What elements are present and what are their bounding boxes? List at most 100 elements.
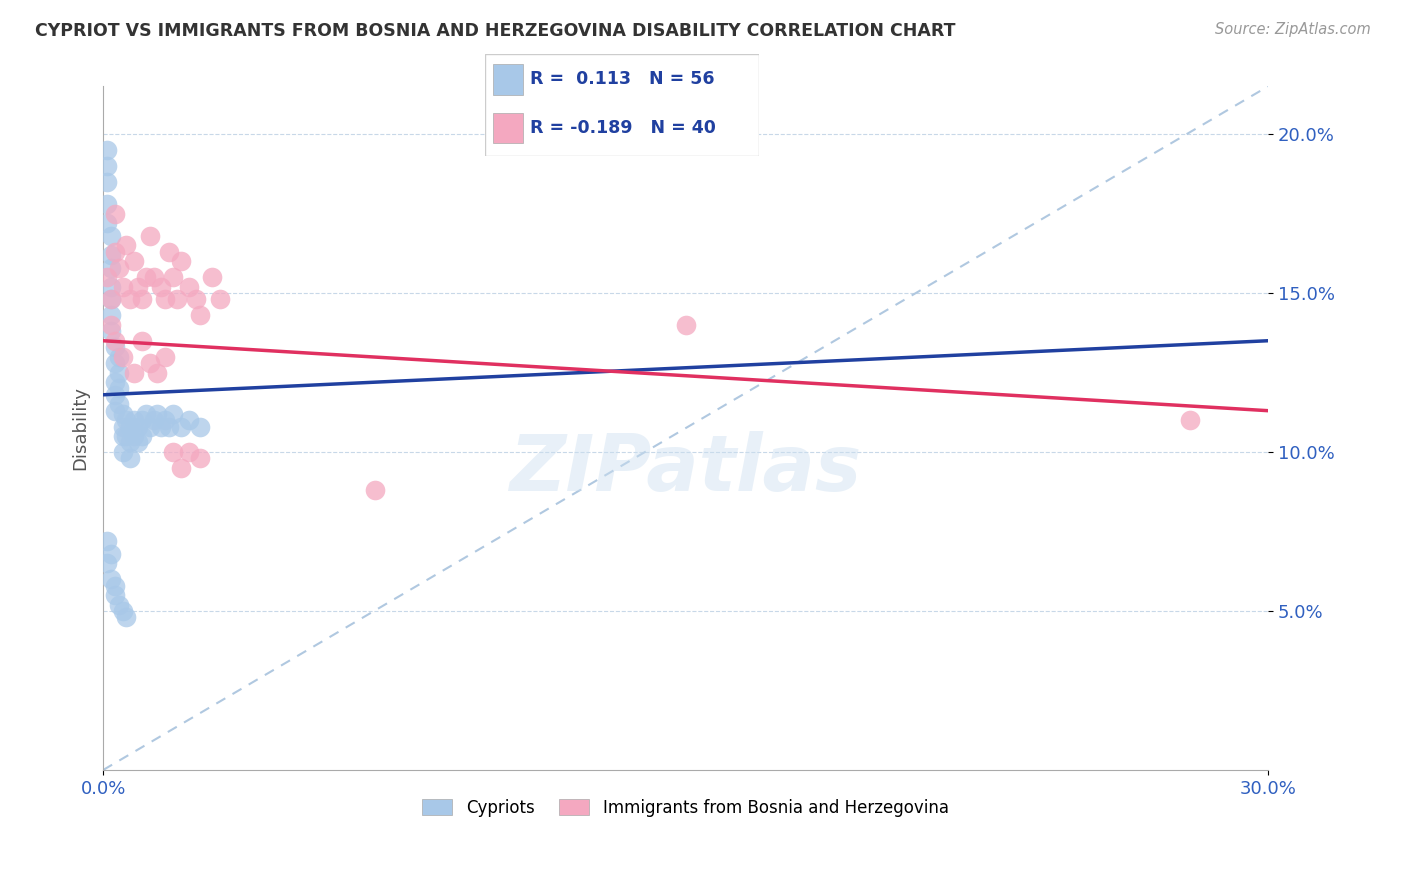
Point — [115, 429, 138, 443]
Point — [170, 461, 193, 475]
Point — [100, 324, 122, 338]
Point — [155, 413, 177, 427]
Text: R = -0.189   N = 40: R = -0.189 N = 40 — [530, 119, 716, 136]
Point — [115, 610, 138, 624]
Point — [96, 159, 118, 173]
Point — [100, 279, 122, 293]
Point — [135, 407, 157, 421]
Point — [177, 279, 200, 293]
Point — [188, 308, 211, 322]
Point — [100, 572, 122, 586]
Point — [111, 419, 134, 434]
Bar — [494, 112, 523, 144]
Point — [201, 270, 224, 285]
Point — [142, 413, 165, 427]
Point — [111, 429, 134, 443]
Point — [122, 429, 145, 443]
Point — [104, 403, 127, 417]
Point — [122, 413, 145, 427]
Point — [107, 381, 129, 395]
Point — [96, 197, 118, 211]
Point — [162, 270, 184, 285]
Point — [104, 334, 127, 348]
Point — [127, 279, 149, 293]
Point — [96, 175, 118, 189]
Point — [120, 419, 142, 434]
Point — [170, 254, 193, 268]
Point — [104, 588, 127, 602]
Text: ZIPatlas: ZIPatlas — [509, 431, 862, 508]
Legend: Cypriots, Immigrants from Bosnia and Herzegovina: Cypriots, Immigrants from Bosnia and Her… — [416, 792, 956, 823]
Point — [127, 419, 149, 434]
Point — [188, 451, 211, 466]
Point — [177, 413, 200, 427]
FancyBboxPatch shape — [485, 54, 759, 156]
Point — [104, 356, 127, 370]
Point — [364, 483, 387, 498]
Point — [188, 419, 211, 434]
Point — [100, 308, 122, 322]
Point — [131, 429, 153, 443]
Point — [107, 366, 129, 380]
Point — [111, 604, 134, 618]
Point — [162, 407, 184, 421]
Point — [100, 248, 122, 262]
Point — [146, 407, 169, 421]
Point — [135, 270, 157, 285]
Point — [155, 293, 177, 307]
Point — [157, 244, 180, 259]
Point — [96, 534, 118, 549]
Point — [146, 366, 169, 380]
Point — [142, 270, 165, 285]
Point — [120, 435, 142, 450]
Point — [100, 318, 122, 332]
Point — [138, 228, 160, 243]
Point — [100, 260, 122, 275]
Point — [96, 216, 118, 230]
Point — [177, 445, 200, 459]
Point — [166, 293, 188, 307]
Point — [100, 293, 122, 307]
Point — [100, 228, 122, 243]
Point — [127, 435, 149, 450]
Point — [131, 293, 153, 307]
Point — [100, 547, 122, 561]
Point — [170, 419, 193, 434]
Point — [150, 419, 173, 434]
Point — [111, 350, 134, 364]
Point — [138, 419, 160, 434]
Text: R =  0.113   N = 56: R = 0.113 N = 56 — [530, 70, 714, 88]
Point — [100, 293, 122, 307]
Point — [104, 578, 127, 592]
Point — [107, 598, 129, 612]
Point — [107, 260, 129, 275]
Text: Source: ZipAtlas.com: Source: ZipAtlas.com — [1215, 22, 1371, 37]
Point — [1180, 413, 1202, 427]
Point — [96, 143, 118, 157]
Point — [138, 356, 160, 370]
Point — [120, 293, 142, 307]
Point — [155, 350, 177, 364]
Point — [111, 445, 134, 459]
Point — [208, 293, 231, 307]
Point — [104, 340, 127, 354]
Point — [115, 238, 138, 252]
Point — [120, 451, 142, 466]
Point — [107, 350, 129, 364]
Point — [150, 279, 173, 293]
Point — [104, 244, 127, 259]
Point — [104, 388, 127, 402]
Point — [104, 375, 127, 389]
Point — [675, 318, 697, 332]
Bar — [494, 64, 523, 95]
Point — [186, 293, 208, 307]
Point — [115, 413, 138, 427]
Point — [131, 413, 153, 427]
Point — [111, 279, 134, 293]
Point — [96, 557, 118, 571]
Point — [122, 366, 145, 380]
Point — [104, 206, 127, 220]
Y-axis label: Disability: Disability — [72, 386, 89, 470]
Point — [162, 445, 184, 459]
Point — [111, 407, 134, 421]
